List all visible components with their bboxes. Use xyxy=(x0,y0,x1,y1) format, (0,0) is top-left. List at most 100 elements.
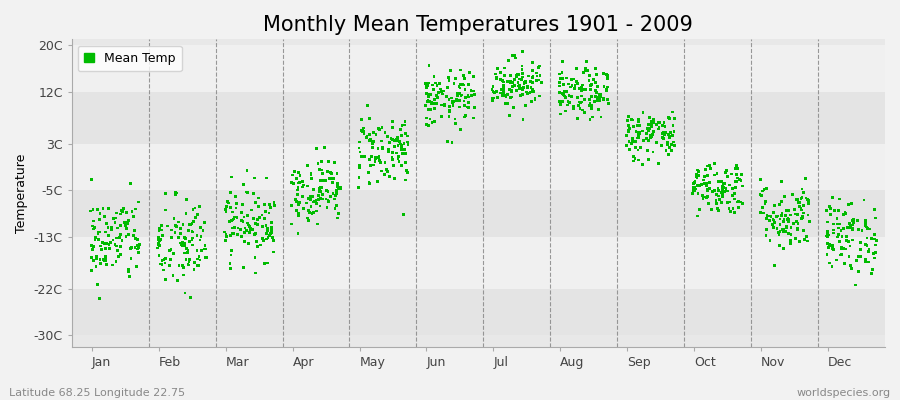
Bar xyxy=(72,45,885,92)
Point xyxy=(775,198,789,204)
Point xyxy=(198,254,212,261)
Point xyxy=(707,188,722,194)
Point xyxy=(91,230,105,236)
Point xyxy=(400,170,415,176)
Point xyxy=(592,96,607,102)
Point xyxy=(305,193,320,199)
Point xyxy=(194,248,209,254)
Point xyxy=(643,125,657,132)
Point xyxy=(573,99,588,106)
Point xyxy=(363,180,377,186)
Point xyxy=(234,217,248,224)
Point xyxy=(397,122,411,128)
Point xyxy=(292,179,307,186)
Point xyxy=(552,71,566,77)
Point xyxy=(181,247,195,254)
Point xyxy=(686,187,700,193)
Point xyxy=(353,162,367,169)
Point xyxy=(504,89,518,95)
Point xyxy=(394,162,409,168)
Point xyxy=(583,100,598,107)
Point xyxy=(698,174,712,180)
Point xyxy=(237,214,251,220)
Point xyxy=(291,184,305,190)
Point xyxy=(697,177,711,183)
Point xyxy=(789,218,804,224)
Point xyxy=(177,235,192,241)
Point xyxy=(711,178,725,185)
Point xyxy=(855,227,869,234)
Point xyxy=(315,191,329,198)
Point xyxy=(119,223,133,229)
Point xyxy=(224,218,238,224)
Point xyxy=(97,257,112,264)
Point xyxy=(842,220,857,226)
Point xyxy=(711,193,725,199)
Point xyxy=(716,183,730,190)
Point xyxy=(626,158,641,164)
Point xyxy=(588,98,602,105)
Point xyxy=(89,254,104,260)
Point xyxy=(111,254,125,260)
Point xyxy=(714,178,728,185)
Point xyxy=(394,132,409,139)
Point xyxy=(225,225,239,231)
Point xyxy=(285,172,300,178)
Point xyxy=(764,213,778,220)
Point xyxy=(700,187,715,194)
Point xyxy=(453,85,467,91)
Point xyxy=(802,200,816,207)
Point xyxy=(795,186,809,192)
Point xyxy=(798,175,813,182)
Point xyxy=(525,98,539,104)
Point xyxy=(467,104,482,111)
Point xyxy=(458,112,473,119)
Point xyxy=(644,121,659,127)
Point xyxy=(398,177,412,183)
Point xyxy=(228,214,242,220)
Point xyxy=(725,205,740,212)
Point xyxy=(157,267,171,273)
Point xyxy=(661,139,675,146)
Point xyxy=(849,258,863,264)
Point xyxy=(796,227,811,234)
Point xyxy=(562,100,577,106)
Point xyxy=(424,100,438,106)
Point xyxy=(864,235,878,242)
Point xyxy=(793,238,807,245)
Point xyxy=(506,79,520,85)
Point xyxy=(564,93,579,99)
Point xyxy=(289,207,303,213)
Point xyxy=(847,219,861,225)
Point xyxy=(259,236,274,242)
Point xyxy=(446,80,461,86)
Point xyxy=(838,260,852,267)
Point xyxy=(628,144,643,151)
Point xyxy=(867,250,881,256)
Point xyxy=(92,295,106,301)
Point xyxy=(519,89,534,95)
Point xyxy=(692,207,706,213)
Point xyxy=(88,236,103,243)
Point xyxy=(324,169,338,176)
Point xyxy=(579,86,593,92)
Point xyxy=(235,202,249,208)
Point xyxy=(641,125,655,132)
Point xyxy=(301,196,315,202)
Point xyxy=(290,175,304,181)
Point xyxy=(104,239,118,246)
Point xyxy=(427,118,441,125)
Point xyxy=(791,199,806,206)
Point xyxy=(802,218,816,224)
Point xyxy=(385,150,400,156)
Point xyxy=(513,85,527,92)
Point xyxy=(775,210,789,216)
Point xyxy=(520,84,535,91)
Point xyxy=(382,146,396,153)
Point xyxy=(427,73,441,80)
Point xyxy=(589,79,603,86)
Point xyxy=(500,100,515,107)
Point xyxy=(230,200,244,206)
Point xyxy=(131,249,146,256)
Point xyxy=(173,226,187,232)
